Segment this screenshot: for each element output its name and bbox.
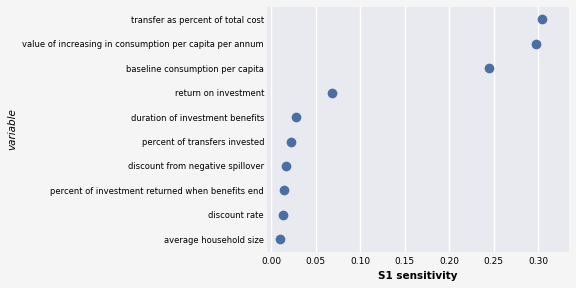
- X-axis label: S1 sensitivity: S1 sensitivity: [378, 271, 458, 281]
- Y-axis label: variable: variable: [7, 108, 17, 150]
